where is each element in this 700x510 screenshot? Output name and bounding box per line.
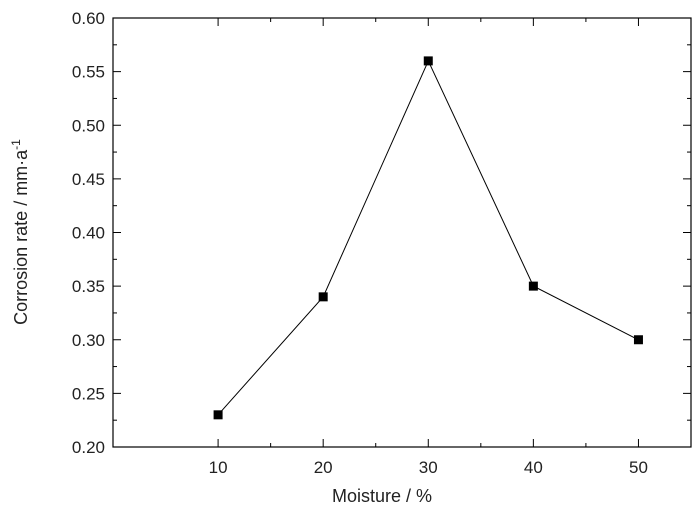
y-tick-label: 0.55: [72, 63, 105, 82]
y-tick-label: 0.60: [72, 9, 105, 28]
y-axis-label-text: Corrosion rate / mm·a: [11, 149, 31, 325]
y-tick-label: 0.50: [72, 116, 105, 135]
y-tick-label: 0.40: [72, 224, 105, 243]
y-axis-label: Corrosion rate / mm·a-1: [9, 139, 31, 325]
data-point: [528, 281, 538, 291]
x-tick-label: 10: [209, 458, 228, 477]
data-point: [318, 292, 328, 302]
x-tick-label: 30: [419, 458, 438, 477]
y-axis-label-superscript: -1: [9, 139, 23, 150]
x-axis-ticks: 10 20 30 40 50: [209, 18, 648, 477]
data-point: [633, 335, 643, 345]
x-axis-label: Moisture / %: [332, 486, 432, 506]
y-tick-label: 0.20: [72, 438, 105, 457]
plot-frame: [112, 17, 692, 448]
x-tick-label: 50: [629, 458, 648, 477]
x-tick-label: 40: [524, 458, 543, 477]
y-tick-label: 0.35: [72, 277, 105, 296]
y-axis-label-group: Corrosion rate / mm·a-1: [9, 139, 31, 325]
data-point: [213, 410, 223, 420]
y-tick-label: 0.25: [72, 384, 105, 403]
y-axis-ticks: 0.20 0.25 0.30 0.35 0.40 0.45 0.50 0.55 0.60: [72, 9, 691, 457]
series-line: [217, 59, 639, 416]
y-tick-label: 0.30: [72, 331, 105, 350]
data-point: [423, 56, 433, 66]
x-tick-label: 20: [314, 458, 333, 477]
data-markers: [213, 56, 643, 420]
y-tick-label: 0.45: [72, 170, 105, 189]
